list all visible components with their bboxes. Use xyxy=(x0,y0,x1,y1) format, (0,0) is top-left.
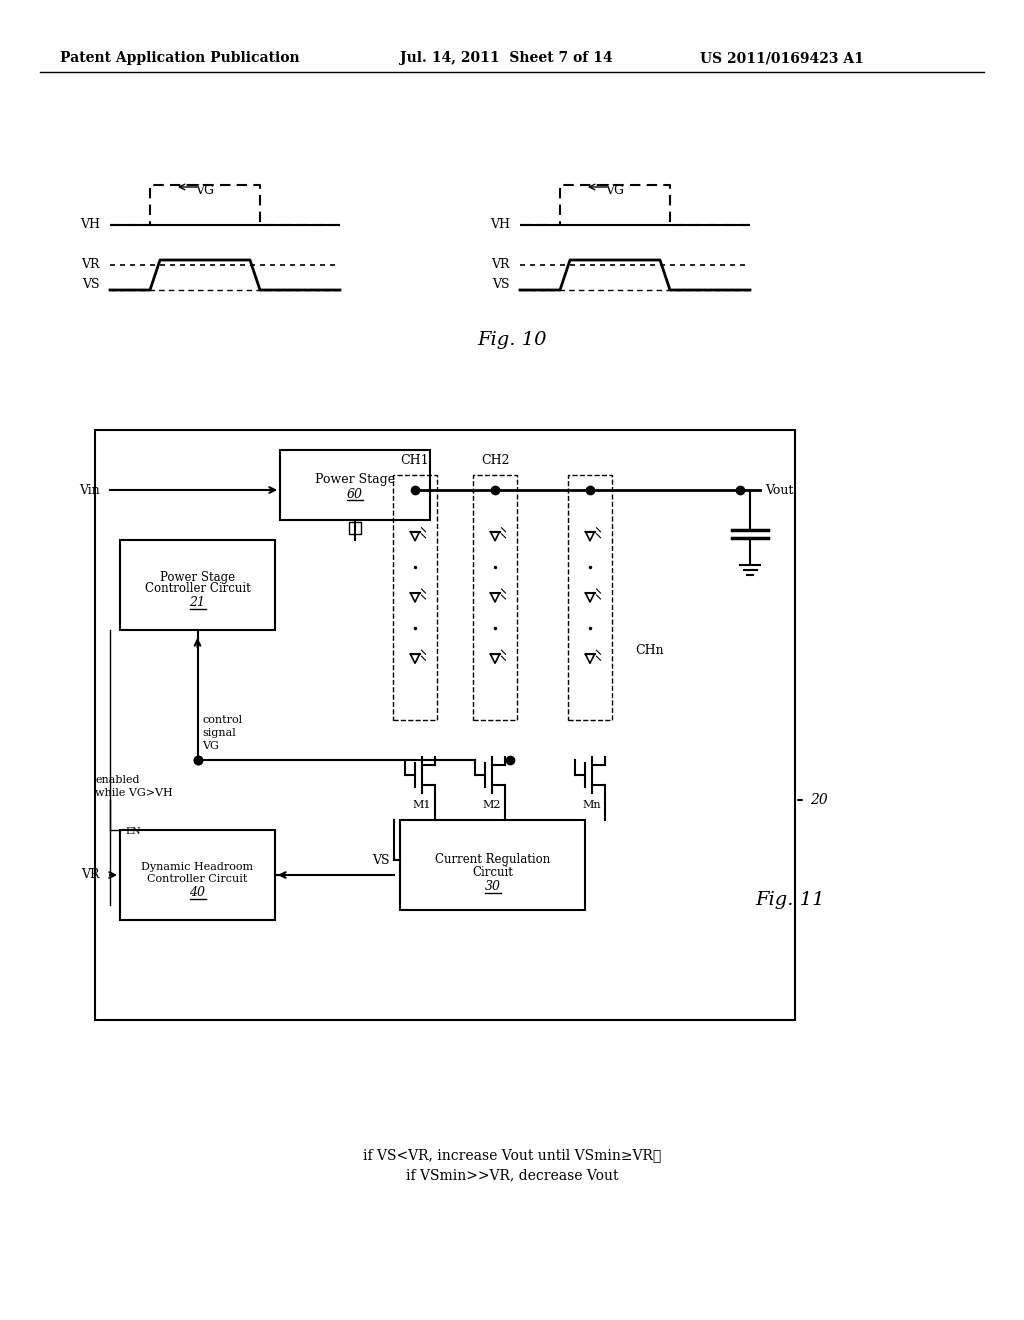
Text: VS: VS xyxy=(493,279,510,292)
Bar xyxy=(400,820,585,909)
Text: Vin: Vin xyxy=(79,483,100,496)
Text: Fig. 11: Fig. 11 xyxy=(756,891,824,909)
Text: VS: VS xyxy=(83,279,100,292)
Text: Controller Circuit: Controller Circuit xyxy=(144,582,251,595)
Text: 60: 60 xyxy=(347,488,362,502)
Bar xyxy=(95,430,795,1020)
Text: signal: signal xyxy=(203,729,237,738)
Text: Current Regulation: Current Regulation xyxy=(435,854,550,866)
Text: VH: VH xyxy=(80,219,100,231)
Text: Jul. 14, 2011  Sheet 7 of 14: Jul. 14, 2011 Sheet 7 of 14 xyxy=(400,51,612,65)
Bar xyxy=(393,475,437,719)
Text: while VG>VH: while VG>VH xyxy=(95,788,173,799)
Text: CH2: CH2 xyxy=(480,454,509,466)
Bar xyxy=(120,830,275,920)
Text: 40: 40 xyxy=(189,887,206,899)
Text: VS: VS xyxy=(373,854,390,866)
Text: Fig. 10: Fig. 10 xyxy=(477,331,547,348)
Bar xyxy=(473,475,517,719)
Text: Patent Application Publication: Patent Application Publication xyxy=(60,51,300,65)
Text: enabled: enabled xyxy=(95,775,139,785)
Text: Power Stage: Power Stage xyxy=(315,474,395,487)
Text: Mn: Mn xyxy=(583,800,601,810)
Text: VG: VG xyxy=(195,183,214,197)
Text: VR: VR xyxy=(82,869,100,882)
Text: VH: VH xyxy=(490,219,510,231)
Text: VR: VR xyxy=(492,259,510,272)
Text: 30: 30 xyxy=(484,880,501,894)
Text: US 2011/0169423 A1: US 2011/0169423 A1 xyxy=(700,51,864,65)
Text: M1: M1 xyxy=(413,800,431,810)
Text: VR: VR xyxy=(82,259,100,272)
Bar xyxy=(120,540,275,630)
Bar xyxy=(280,450,430,520)
Text: 21: 21 xyxy=(189,597,206,610)
Text: Vout: Vout xyxy=(765,483,794,496)
Text: CHn: CHn xyxy=(635,644,664,656)
Text: VG: VG xyxy=(203,741,219,751)
Text: 20: 20 xyxy=(810,793,827,807)
Text: if VS<VR, increase Vout until VSmin≥VR；: if VS<VR, increase Vout until VSmin≥VR； xyxy=(362,1148,662,1162)
Text: M2: M2 xyxy=(482,800,502,810)
Text: if VSmin>>VR, decrease Vout: if VSmin>>VR, decrease Vout xyxy=(406,1168,618,1181)
Text: CH1: CH1 xyxy=(400,454,429,466)
Text: Power Stage: Power Stage xyxy=(160,570,236,583)
Bar xyxy=(568,475,612,719)
Text: EN: EN xyxy=(125,828,140,837)
Bar xyxy=(349,521,361,535)
Text: Circuit: Circuit xyxy=(472,866,513,879)
Text: Dynamic Headroom: Dynamic Headroom xyxy=(141,862,254,873)
Text: Controller Circuit: Controller Circuit xyxy=(147,874,248,884)
Text: VG: VG xyxy=(605,183,624,197)
Text: control: control xyxy=(203,715,243,725)
